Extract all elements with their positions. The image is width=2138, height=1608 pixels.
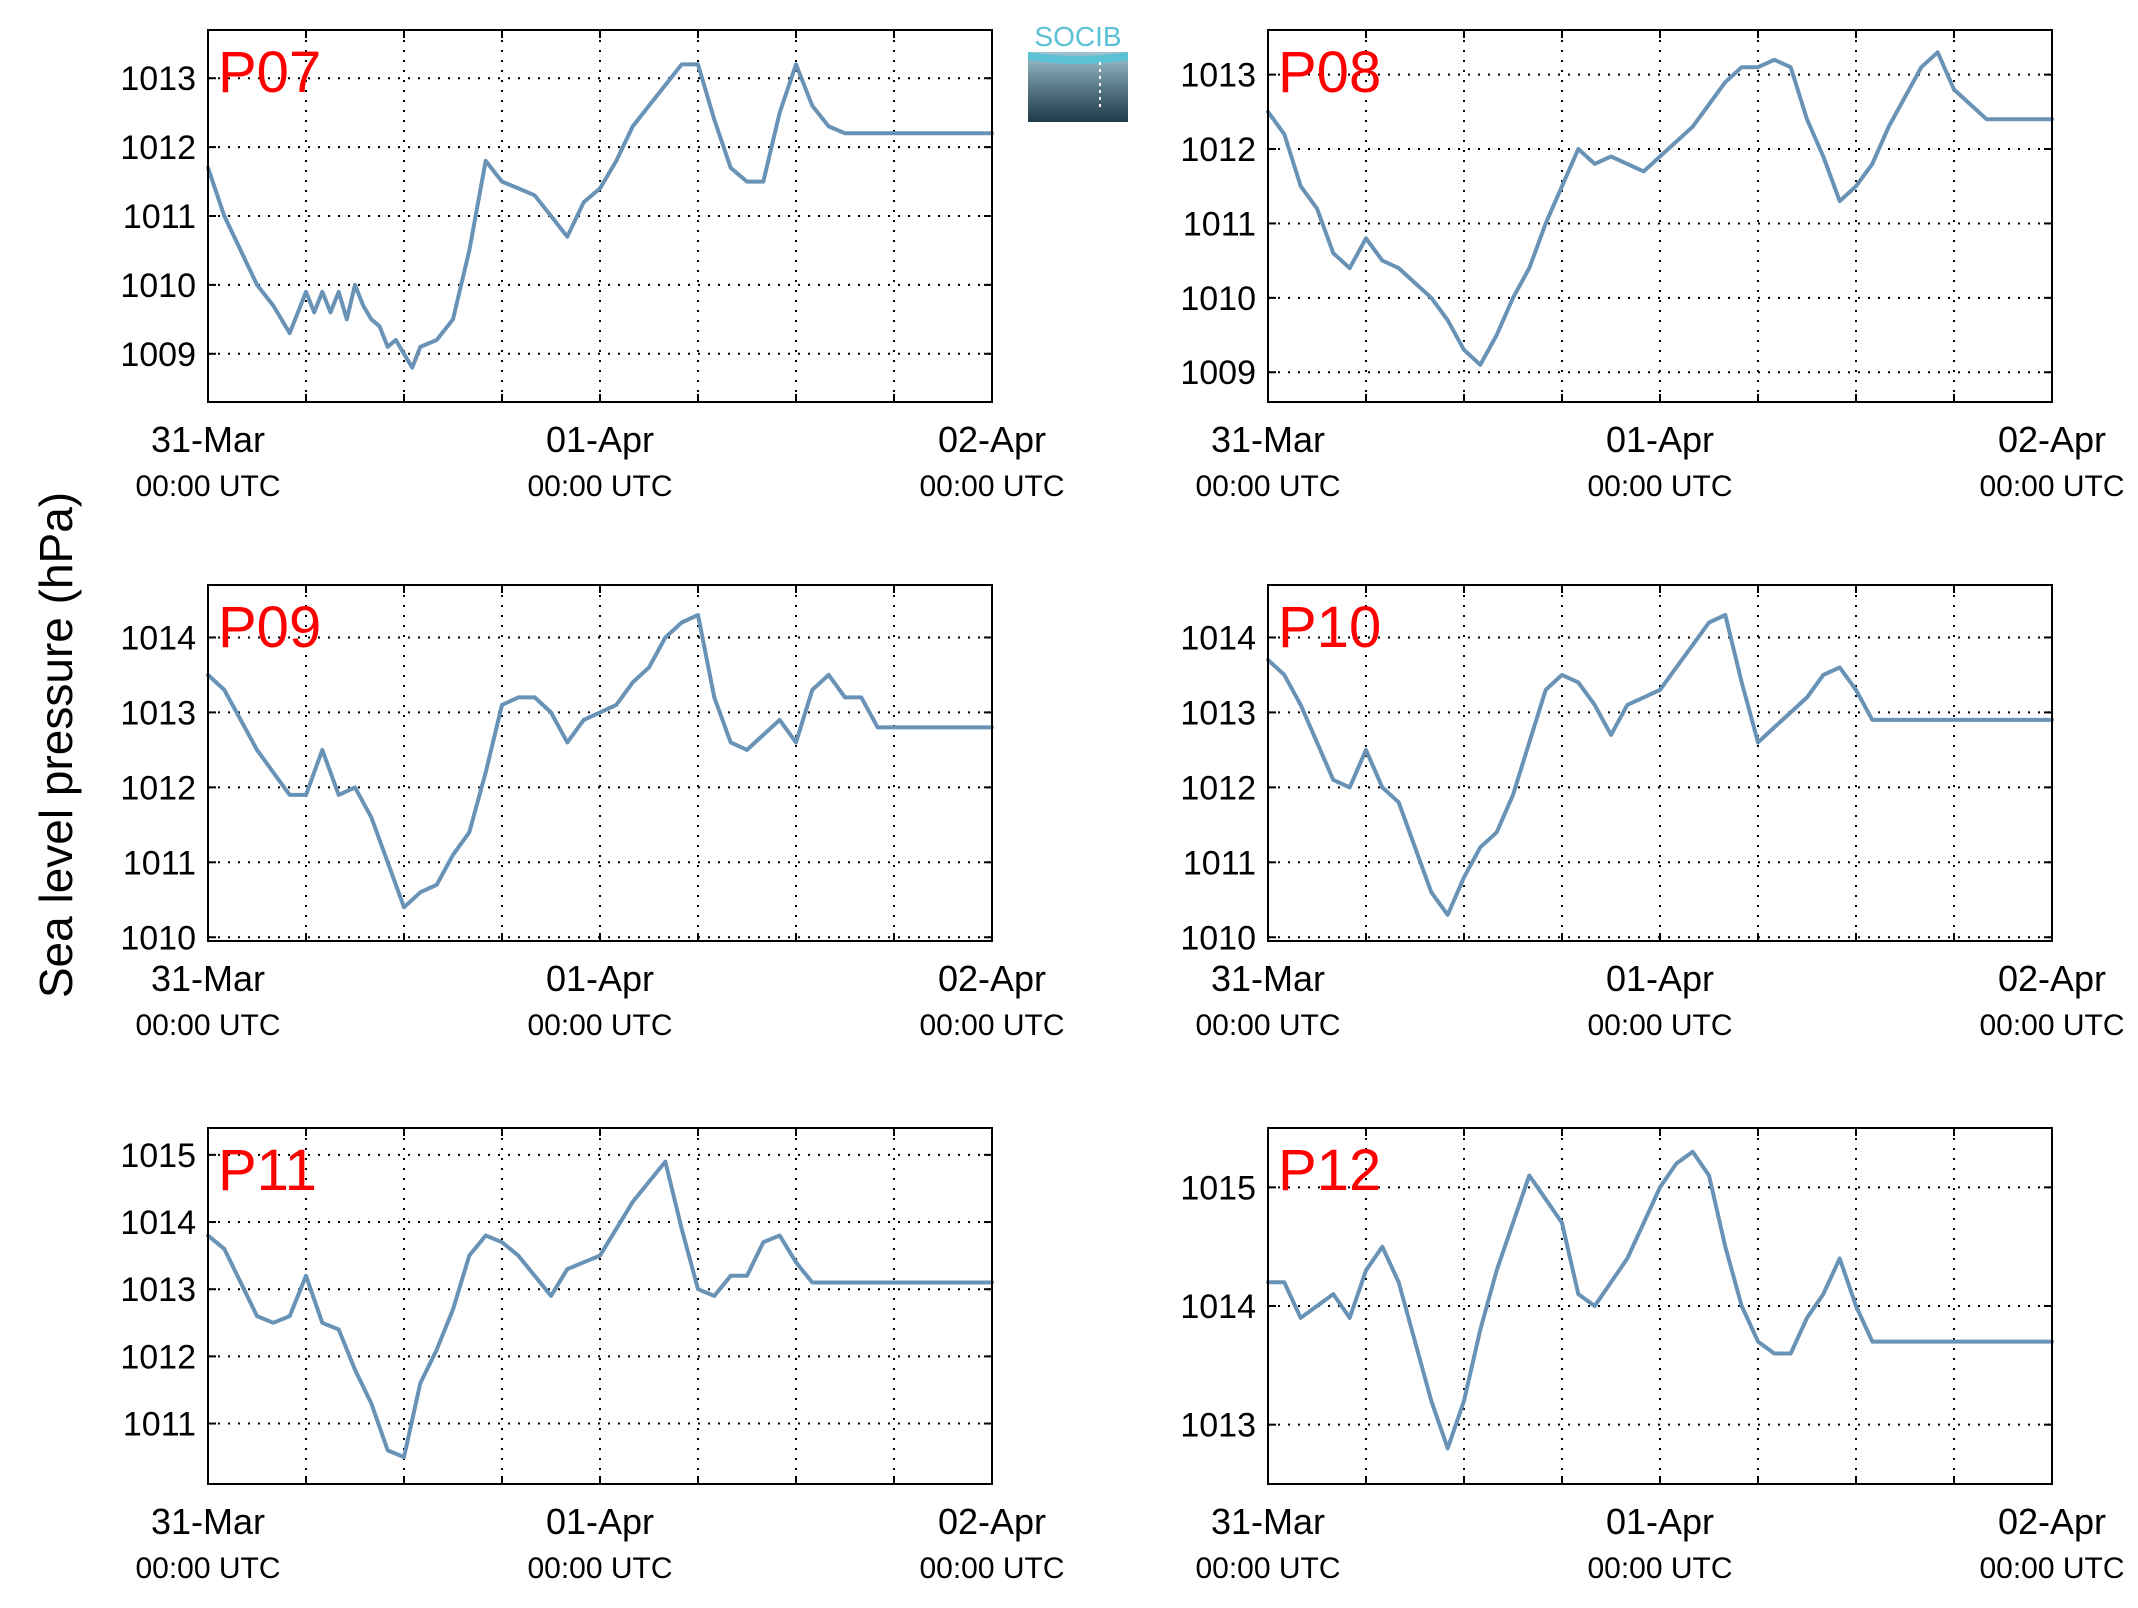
logo-text: SOCIB bbox=[1034, 21, 1121, 52]
series-line bbox=[206, 1159, 994, 1460]
y-tick-label: 1015 bbox=[1180, 1169, 1256, 1207]
x-tick-label-date: 02-Apr bbox=[1998, 1501, 2106, 1542]
y-tick-label: 1012 bbox=[120, 769, 196, 807]
x-tick-label-time: 00:00 UTC bbox=[919, 1552, 1064, 1585]
x-tick-label-date: 31-Mar bbox=[1211, 1501, 1325, 1542]
y-tick-label: 1010 bbox=[1180, 919, 1256, 957]
x-tick-label-time: 00:00 UTC bbox=[1979, 1552, 2124, 1585]
axes-frame bbox=[207, 1127, 993, 1485]
y-tick-label: 1012 bbox=[120, 129, 196, 167]
y-tick-label: 1009 bbox=[1180, 354, 1256, 392]
y-tick-label: 1013 bbox=[120, 60, 196, 98]
y-tick-label: 1013 bbox=[1180, 694, 1256, 732]
station-label: P10 bbox=[1278, 595, 1381, 660]
y-tick-label: 1014 bbox=[120, 1204, 196, 1242]
chart-panel-p11: 1011 1012 1013 1014 1015 31-Mar 00:00 UTC 01-Ap… bbox=[120, 1127, 1065, 1585]
y-tick-label: 1012 bbox=[120, 1338, 196, 1376]
y-tick-label: 1013 bbox=[1180, 57, 1256, 95]
axes-frame bbox=[1267, 1127, 2053, 1485]
plot-area bbox=[1268, 30, 2052, 402]
y-tick-label: 1010 bbox=[1180, 280, 1256, 318]
y-tick-label: 1014 bbox=[1180, 619, 1256, 657]
x-tick-label-date: 01-Apr bbox=[546, 1501, 654, 1542]
figure-ylabel: Sea level pressure (hPa) bbox=[30, 492, 82, 998]
axes-frame bbox=[207, 29, 993, 403]
station-label: P11 bbox=[218, 1138, 317, 1203]
x-tick-label-date: 02-Apr bbox=[938, 958, 1046, 999]
x-tick-label-date: 02-Apr bbox=[938, 1501, 1046, 1542]
x-tick-label-time: 00:00 UTC bbox=[919, 1009, 1064, 1042]
x-tick-label-time: 00:00 UTC bbox=[1979, 470, 2124, 503]
y-tick-label: 1011 bbox=[1183, 205, 1256, 243]
x-tick-label-time: 00:00 UTC bbox=[527, 1009, 672, 1042]
series-line bbox=[1266, 50, 2054, 367]
y-tick-label: 1011 bbox=[1183, 844, 1256, 882]
x-tick-label-time: 00:00 UTC bbox=[135, 1009, 280, 1042]
x-tick-label-date: 01-Apr bbox=[546, 958, 654, 999]
station-label: P09 bbox=[218, 595, 321, 660]
chart-panel-p07: 1009 1010 1011 1012 1013 31-Mar 00:00 UTC 01-Ap… bbox=[120, 29, 1065, 503]
series-line bbox=[1266, 1149, 2054, 1451]
x-tick-label-date: 31-Mar bbox=[1211, 419, 1325, 460]
y-tick-label: 1014 bbox=[120, 619, 196, 657]
plot-area bbox=[1268, 585, 2052, 941]
plot-area bbox=[208, 1128, 992, 1484]
x-tick-label-date: 01-Apr bbox=[1606, 419, 1714, 460]
x-tick-label-time: 00:00 UTC bbox=[135, 470, 280, 503]
x-tick-label-date: 01-Apr bbox=[546, 419, 654, 460]
x-tick-label-time: 00:00 UTC bbox=[1195, 470, 1340, 503]
y-tick-label: 1014 bbox=[1180, 1288, 1256, 1326]
x-tick-label-time: 00:00 UTC bbox=[1587, 1552, 1732, 1585]
x-tick-label-time: 00:00 UTC bbox=[527, 1552, 672, 1585]
x-tick-label-date: 31-Mar bbox=[151, 1501, 265, 1542]
x-tick-label-time: 00:00 UTC bbox=[1587, 1009, 1732, 1042]
x-tick-label-date: 31-Mar bbox=[1211, 958, 1325, 999]
y-tick-label: 1012 bbox=[1180, 769, 1256, 807]
y-tick-label: 1012 bbox=[1180, 131, 1256, 169]
axes-frame bbox=[1267, 584, 2053, 942]
y-tick-label: 1011 bbox=[123, 844, 196, 882]
x-tick-label-date: 01-Apr bbox=[1606, 1501, 1714, 1542]
x-tick-label-time: 00:00 UTC bbox=[135, 1552, 280, 1585]
x-tick-label-time: 00:00 UTC bbox=[1979, 1009, 2124, 1042]
x-tick-label-date: 31-Mar bbox=[151, 958, 265, 999]
x-tick-label-date: 02-Apr bbox=[1998, 419, 2106, 460]
x-tick-label-time: 00:00 UTC bbox=[1195, 1009, 1340, 1042]
y-tick-label: 1013 bbox=[1180, 1407, 1256, 1445]
x-tick-label-date: 01-Apr bbox=[1606, 958, 1714, 999]
x-tick-label-time: 00:00 UTC bbox=[1587, 470, 1732, 503]
x-tick-label-time: 00:00 UTC bbox=[919, 470, 1064, 503]
chart-panel-p08: 1009 1010 1011 1012 1013 31-Mar 00:00 UTC 01-Ap… bbox=[1180, 29, 2125, 503]
chart-panel-p09: 1010 1011 1012 1013 1014 31-Mar 00:00 UTC 01-Ap… bbox=[120, 584, 1065, 1042]
station-label: P08 bbox=[1278, 40, 1381, 105]
chart-panel-p10: 1010 1011 1012 1013 1014 31-Mar 00:00 UTC 01-Ap… bbox=[1180, 584, 2125, 1042]
axes-frame bbox=[207, 584, 993, 942]
series-line bbox=[1266, 613, 2054, 917]
x-tick-label-time: 00:00 UTC bbox=[1195, 1552, 1340, 1585]
y-tick-label: 1009 bbox=[120, 336, 196, 374]
x-tick-label-time: 00:00 UTC bbox=[527, 470, 672, 503]
x-tick-label-date: 02-Apr bbox=[1998, 958, 2106, 999]
chart-panel-p12: 1013 1014 1015 31-Mar 00:00 UTC 01-Apr 00:00 U… bbox=[1180, 1127, 2125, 1585]
y-tick-label: 1013 bbox=[120, 1271, 196, 1309]
y-tick-label: 1011 bbox=[123, 1406, 196, 1444]
axes-frame bbox=[1267, 29, 2053, 403]
series-line bbox=[206, 62, 994, 370]
y-tick-label: 1010 bbox=[120, 919, 196, 957]
y-tick-label: 1013 bbox=[120, 694, 196, 732]
socib-logo: SOCIB bbox=[1028, 21, 1128, 122]
plot-area bbox=[208, 585, 992, 941]
station-label: P07 bbox=[218, 40, 321, 105]
station-label: P12 bbox=[1278, 1138, 1381, 1203]
y-tick-label: 1010 bbox=[120, 267, 196, 305]
series-line bbox=[206, 613, 994, 910]
y-tick-label: 1015 bbox=[120, 1137, 196, 1175]
y-tick-label: 1011 bbox=[123, 198, 196, 236]
x-tick-label-date: 02-Apr bbox=[938, 419, 1046, 460]
x-tick-label-date: 31-Mar bbox=[151, 419, 265, 460]
